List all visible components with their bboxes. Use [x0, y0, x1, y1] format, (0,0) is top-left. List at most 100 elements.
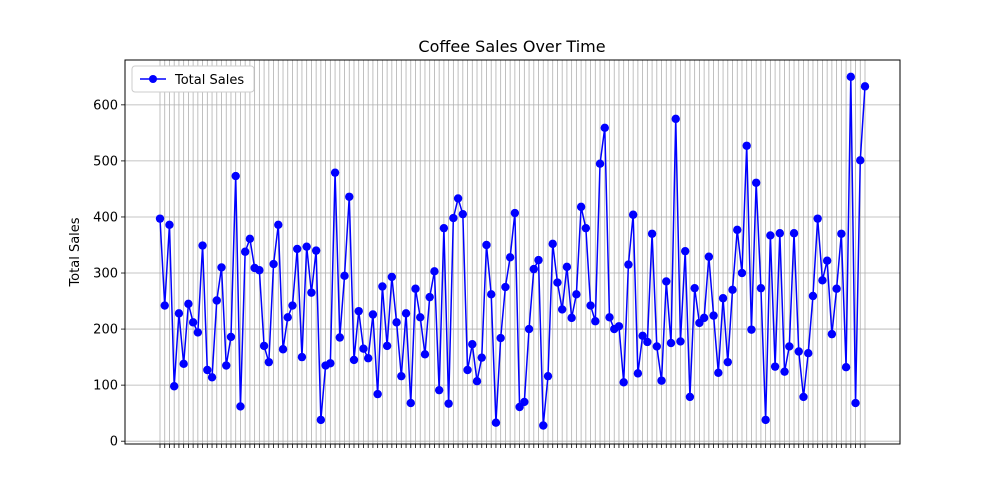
- data-point: [619, 378, 628, 387]
- data-point: [468, 340, 477, 349]
- y-tick-label: 200: [93, 323, 118, 338]
- axis-layer: 0 100 200 300 400 500 600: [93, 98, 866, 450]
- data-point: [207, 373, 217, 382]
- data-point: [633, 369, 643, 378]
- data-point: [591, 317, 600, 326]
- data-point: [411, 284, 420, 293]
- data-point: [240, 247, 250, 256]
- data-point: [269, 259, 278, 269]
- data-point: [728, 285, 737, 295]
- data-point: [529, 264, 538, 274]
- data-point: [657, 376, 666, 385]
- data-point: [188, 318, 198, 327]
- data-point: [155, 214, 165, 223]
- data-point: [302, 242, 311, 251]
- data-point: [430, 267, 439, 276]
- data-point: [434, 385, 444, 395]
- data-point: [463, 365, 472, 375]
- data-point: [382, 341, 392, 351]
- data-point: [387, 272, 397, 282]
- data-point: [643, 337, 652, 347]
- data-point: [203, 365, 212, 375]
- data-point: [690, 283, 699, 293]
- data-point: [278, 345, 288, 354]
- y-tick-label: 100: [93, 379, 118, 394]
- data-point: [510, 208, 520, 218]
- y-tick-label: 500: [93, 154, 118, 169]
- data-point: [165, 220, 174, 230]
- data-point: [662, 277, 671, 286]
- data-point: [737, 268, 747, 278]
- data-point: [420, 350, 430, 359]
- data-point: [288, 301, 297, 310]
- data-point: [259, 341, 269, 351]
- data-point: [311, 246, 321, 255]
- data-point: [217, 263, 226, 272]
- data-point: [624, 260, 633, 269]
- data-point: [539, 421, 548, 430]
- data-point: [822, 256, 832, 265]
- data-point: [184, 299, 193, 309]
- series-layer: [155, 72, 870, 430]
- data-point: [799, 392, 808, 402]
- data-point: [307, 288, 316, 297]
- data-point: [482, 240, 491, 250]
- data-point: [425, 292, 434, 302]
- data-point: [780, 367, 789, 376]
- data-point: [354, 306, 363, 316]
- data-point: [666, 338, 676, 348]
- data-point: [330, 168, 340, 177]
- y-tick-label: 0: [110, 435, 118, 450]
- data-point: [742, 141, 751, 150]
- data-point: [487, 290, 496, 299]
- data-point: [264, 357, 274, 367]
- data-point: [543, 371, 553, 381]
- data-point: [439, 223, 449, 233]
- data-point: [520, 397, 529, 407]
- data-point: [453, 194, 463, 203]
- data-point: [222, 361, 231, 370]
- data-point: [733, 225, 742, 235]
- y-tick-label: 600: [93, 98, 118, 113]
- data-point: [548, 239, 557, 249]
- data-point: [804, 348, 813, 358]
- data-point: [255, 266, 264, 275]
- data-point: [193, 328, 203, 337]
- data-point: [761, 415, 770, 425]
- data-point: [326, 359, 335, 368]
- data-point: [378, 282, 387, 291]
- data-point: [756, 283, 766, 293]
- data-point: [179, 359, 188, 369]
- data-point: [766, 231, 775, 240]
- data-point: [714, 368, 723, 378]
- data-point: [576, 202, 586, 212]
- series-line-total-sales: [159, 76, 866, 427]
- data-point: [297, 352, 307, 362]
- data-point: [368, 310, 378, 319]
- data-point: [274, 220, 283, 230]
- data-point: [671, 114, 680, 124]
- data-point: [553, 278, 562, 287]
- data-point: [856, 156, 865, 165]
- data-point: [808, 291, 818, 301]
- data-point: [775, 229, 785, 238]
- data-point: [458, 209, 468, 219]
- data-point: [562, 262, 572, 272]
- data-point: [401, 309, 411, 318]
- data-point: [524, 324, 534, 334]
- data-point: [600, 123, 609, 133]
- data-point: [444, 399, 453, 408]
- data-point: [638, 331, 647, 341]
- data-point: [293, 244, 302, 254]
- data-point: [406, 398, 415, 408]
- data-point: [335, 333, 344, 342]
- data-point: [628, 210, 638, 219]
- data-point: [747, 325, 756, 334]
- data-point: [652, 342, 662, 351]
- y-tick-label: 300: [93, 267, 118, 282]
- data-point: [236, 402, 245, 411]
- data-point: [174, 309, 184, 318]
- y-axis-label: Total Sales: [68, 217, 83, 287]
- data-point: [837, 229, 846, 238]
